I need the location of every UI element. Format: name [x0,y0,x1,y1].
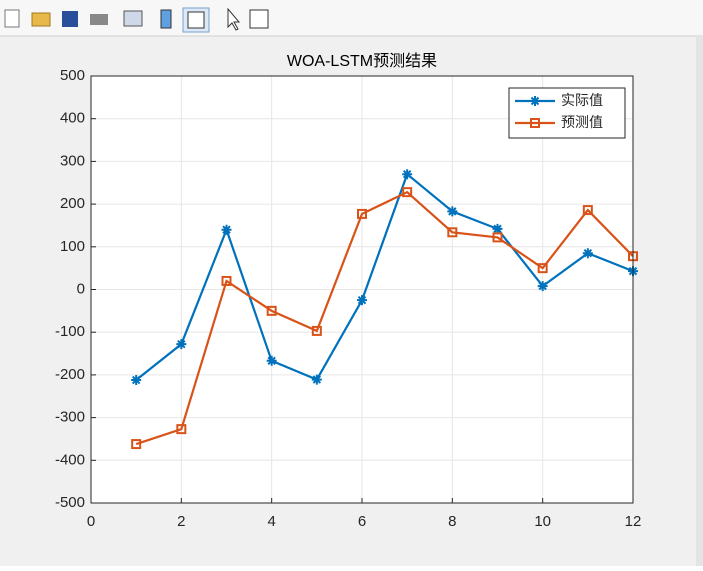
new-icon[interactable] [4,9,20,28]
y-tick-label: 300 [60,152,85,169]
marker [582,205,593,216]
plot [90,75,638,504]
marker [537,281,548,292]
marker [131,439,142,450]
y-tick-label: -200 [55,366,85,383]
y-tick-label: -100 [55,323,85,340]
x-tick-label: 10 [534,513,551,530]
link-icon[interactable] [123,10,143,27]
toolbar-icons [4,7,269,33]
colorbar-icon[interactable] [160,9,172,29]
marker [221,224,232,235]
legend-box [508,87,626,139]
open-icon[interactable] [31,12,51,27]
x-tick-label: 2 [177,513,185,530]
x-tick-label: 0 [87,513,95,530]
chart-title: WOA-LSTM预测结果 [287,52,437,70]
axes-box [90,75,634,504]
y-tick-label: -500 [55,494,85,511]
property-icon[interactable] [249,9,269,29]
pointer-icon[interactable] [227,7,241,31]
marker [447,227,458,238]
marker [402,169,413,180]
series-line [135,190,634,446]
series-line [135,172,634,381]
legend-marker [530,118,540,128]
marker [176,424,187,435]
marker [492,223,503,234]
toolbar [0,0,703,36]
y-tick-label: 500 [60,67,85,84]
y-tick-label: -300 [55,409,85,426]
y-tick-label: 100 [60,238,85,255]
marker [266,355,277,366]
scrollbar [696,36,703,566]
marker [492,232,503,243]
marker [221,275,232,286]
x-tick-label: 6 [358,513,366,530]
x-tick-label: 12 [625,513,642,530]
x-tick-label: 8 [448,513,456,530]
marker [266,305,277,316]
marker [357,295,367,306]
marker [582,248,593,259]
y-tick-label: 200 [60,195,85,212]
y-tick-label: 400 [60,110,85,127]
legend-marker [530,96,540,106]
save-icon[interactable] [62,11,78,27]
marker [176,339,187,350]
marker [357,208,367,219]
marker [537,263,548,274]
y-tick-label: 0 [77,280,85,297]
marker [311,325,322,336]
legend-icon [187,11,205,29]
marker [447,206,458,217]
x-tick-label: 4 [267,513,275,530]
print-icon[interactable] [90,14,108,25]
legend-label: 预测值 [561,115,603,131]
legend-label: 实际值 [561,93,603,109]
marker [402,187,413,198]
marker [131,375,142,386]
marker [311,374,322,385]
y-tick-label: -400 [55,451,85,468]
